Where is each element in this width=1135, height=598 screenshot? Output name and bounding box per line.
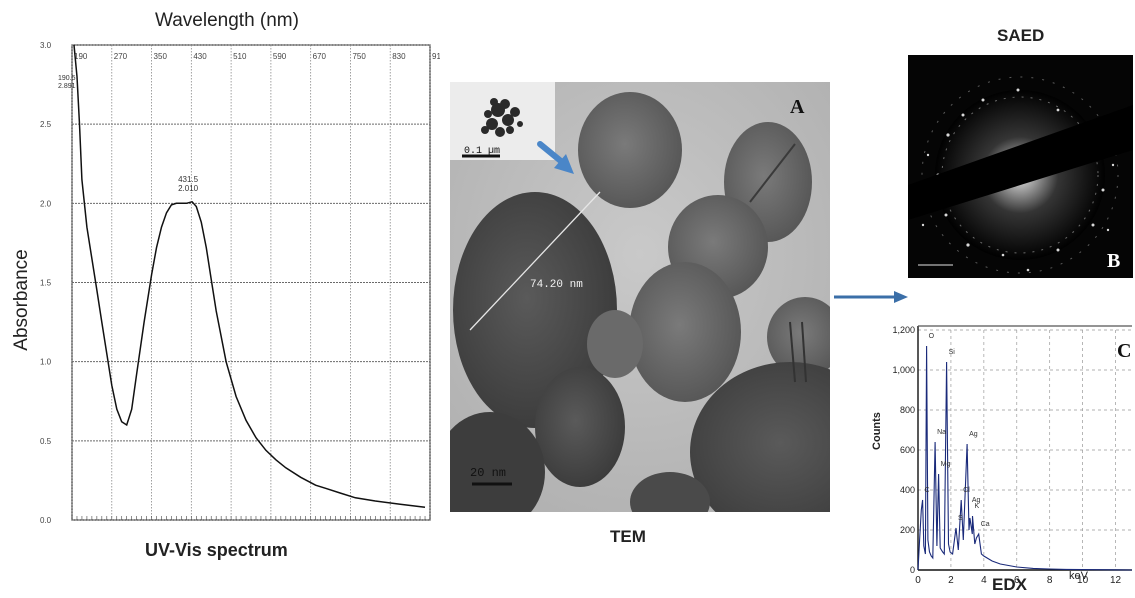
- edx-x-tick-label: 12: [1110, 575, 1122, 586]
- tem-particle: [690, 362, 830, 512]
- tem-image: [450, 82, 830, 512]
- uvvis-x-tick-label: 590: [273, 52, 287, 61]
- uvvis-x-tick-label: 670: [313, 52, 327, 61]
- uvvis-corner-label: 190.5: [58, 75, 76, 82]
- edx-x-tick-label: 0: [915, 575, 921, 586]
- uvvis-y-tick-label: 3.0: [40, 41, 52, 50]
- uvvis-x-tick-label: 830: [392, 52, 406, 61]
- edx-peak-label: Ag: [972, 497, 981, 504]
- saed-beam-stop: [908, 105, 1133, 220]
- tem-inset-cluster: [481, 98, 523, 137]
- edx-peak-label: Si: [949, 349, 956, 356]
- edx-x-label: keV: [1069, 570, 1088, 582]
- tem-caption: TEM: [610, 527, 646, 546]
- edx-peak-label: K: [975, 503, 980, 510]
- uvvis-top-label: Wavelength (nm): [155, 10, 299, 31]
- tem-panel-letter: A: [790, 96, 805, 118]
- edx-y-label: Counts: [871, 412, 883, 450]
- uvvis-x-tick-label: 750: [352, 52, 366, 61]
- uvvis-x-tick-label: 270: [114, 52, 128, 61]
- tem-scale-label: 20 nm: [470, 466, 507, 480]
- tem-arrow-icon: [537, 141, 574, 174]
- uvvis-y-tick-label: 2.5: [40, 120, 52, 129]
- connector-arrow-icon: [834, 291, 908, 303]
- tem-particle: [629, 262, 741, 402]
- edx-caption: EDX: [992, 575, 1027, 594]
- tem-lattice-line: [801, 321, 807, 383]
- uvvis-y-tick-label: 1.5: [40, 279, 52, 288]
- uvvis-caption: UV-Vis spectrum: [145, 540, 288, 560]
- edx-x-tick-label: 4: [981, 575, 987, 586]
- tem-particle: [535, 367, 625, 487]
- edx-peak-label: C: [925, 487, 930, 494]
- edx-y-tick-label: 1,000: [892, 365, 915, 375]
- edx-peak-label: Ag: [969, 431, 978, 438]
- uvvis-y-tick-label: 0.0: [40, 516, 52, 525]
- uvvis-peak-value: 2.010: [178, 184, 199, 193]
- uvvis-y-tick-label: 2.0: [40, 199, 52, 208]
- edx-peak-label: Ca: [981, 521, 990, 528]
- tem-particle: [630, 472, 710, 512]
- uvvis-x-tick-label: 510: [233, 52, 247, 61]
- edx-x-tick-label: 8: [1047, 575, 1053, 586]
- edx-x-tick-label: 6: [1014, 575, 1020, 586]
- edx-peak-label: S: [958, 515, 963, 522]
- edx-y-tick-label: 1,200: [892, 325, 915, 335]
- tem-inset-scale-label: 0.1 µm: [464, 146, 501, 157]
- uvvis-x-tick-label: 190: [74, 52, 88, 61]
- edx-chart: 0 2 4 6 8 10 12 0 200 400 600 800 1,000 1,200 O Si Ag Na C…: [892, 325, 1133, 586]
- tem-particle: [450, 412, 545, 512]
- edx-peak-label: O: [929, 333, 935, 340]
- edx-y-tick-label: 800: [900, 405, 915, 415]
- uvvis-y-tick-label: 0.5: [40, 437, 52, 446]
- edx-peak-label: Mg: [941, 461, 951, 468]
- edx-y-tick-label: 600: [900, 445, 915, 455]
- edx-y-tick-label: 0: [910, 565, 915, 575]
- edx-x-tick-label: 2: [948, 575, 954, 586]
- tem-lattice-line: [789, 321, 796, 383]
- tem-particle: [578, 92, 682, 208]
- edx-peak-label: Cl: [963, 487, 970, 494]
- tem-particle-small: [587, 310, 643, 378]
- edx-spectrum-line: [917, 345, 1133, 571]
- uvvis-x-tick-label: 350: [154, 52, 168, 61]
- tem-lattice-line: [749, 143, 796, 203]
- tem-measure-line: [469, 191, 601, 331]
- saed-title: SAED: [997, 26, 1045, 45]
- uvvis-x-tick-label: 430: [193, 52, 207, 61]
- saed-panel-letter: B: [1107, 250, 1121, 272]
- uvvis-corner-label: 2.891: [58, 83, 76, 90]
- edx-x-tick-label: 10: [1077, 575, 1089, 586]
- saed-image: [908, 55, 1133, 278]
- edx-y-tick-label: 200: [900, 525, 915, 535]
- uvvis-spectrum-line: [73, 44, 426, 509]
- edx-y-tick-label: 400: [900, 485, 915, 495]
- edx-panel-letter: C: [1117, 340, 1132, 362]
- tem-measure-label: 74.20 nm: [530, 279, 583, 291]
- tem-particle: [767, 297, 830, 377]
- uvvis-chart: 1902703504305105906707508309103.02.52.01…: [40, 41, 440, 525]
- uvvis-peak-label: 431.5: [178, 175, 199, 184]
- edx-peak-label: Na: [937, 429, 946, 436]
- uvvis-y-tick-label: 1.0: [40, 358, 52, 367]
- uvvis-x-tick-label: 910: [432, 52, 440, 61]
